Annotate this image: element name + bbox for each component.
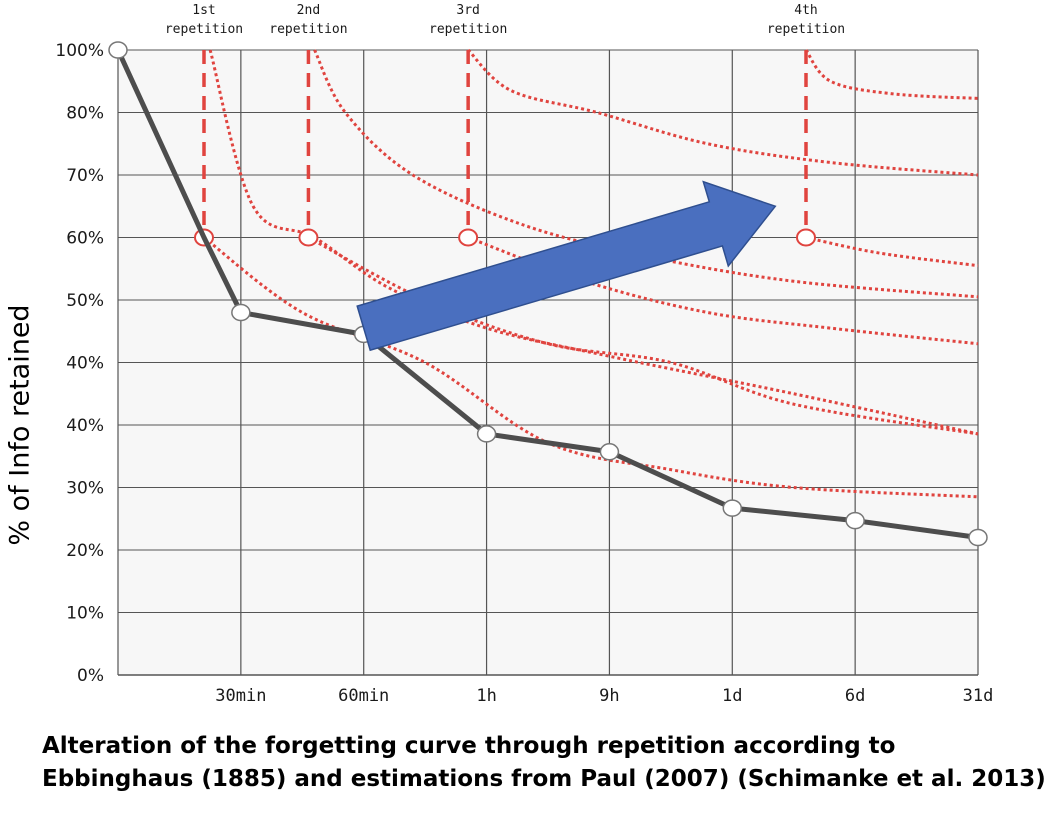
repetition-label: repetition (429, 22, 507, 37)
forgetting-curve-point (968, 528, 988, 547)
forgetting-curve-point (722, 499, 743, 517)
repetition-point (458, 228, 479, 247)
repetition-label: 2nd (297, 3, 320, 18)
y-tick-label: 20% (66, 541, 104, 561)
x-tick-label: 9h (599, 686, 619, 706)
caption-line-2: Ebbinghaus (1885) and estimations from P… (42, 766, 1046, 792)
repetition-label: 4th (794, 3, 817, 18)
repetition-point (298, 228, 319, 247)
y-tick-label: 60% (66, 229, 104, 249)
caption-line-1: Alteration of the forgetting curve throu… (42, 733, 896, 759)
repetition-upper-curve-4 (804, 49, 979, 100)
repetition-label: repetition (767, 22, 845, 37)
repetition-label: repetition (269, 22, 347, 37)
trend-arrow (356, 180, 777, 352)
forgetting-curve-point (108, 41, 128, 59)
repetition-point (796, 228, 816, 247)
y-axis-label: % of Info retained (4, 304, 36, 546)
y-tick-label: 0% (77, 666, 104, 686)
repetition-label: 3rd (456, 3, 479, 18)
x-tick-label: 1h (476, 686, 496, 706)
y-tick-label: 40% (66, 416, 104, 436)
x-tick-label: 60min (338, 686, 389, 706)
y-tick-label: 50% (66, 291, 104, 311)
y-tick-label: 30% (66, 479, 104, 499)
forgetting-curve-point (845, 511, 865, 530)
forgetting-curve-chart: 0% 10% 20% 30% 40% 40% 50% 60% 70% 80% 100% 30min 60… (55, 3, 994, 706)
y-tick-label: 10% (66, 604, 104, 624)
y-tick-label: 100% (55, 41, 104, 61)
forgetting-curve-point (599, 443, 620, 461)
forgetting-curve-point (476, 425, 497, 443)
repetition-curve-4 (805, 236, 979, 268)
x-tick-label: 30min (215, 686, 266, 706)
x-tick-label: 1d (722, 686, 742, 706)
y-tick-label: 70% (66, 166, 104, 186)
forgetting-curve-point (231, 303, 251, 322)
repetition-upper-curve-3 (467, 48, 979, 177)
repetition-upper-curve-2 (313, 49, 979, 299)
y-tick-label: 80% (66, 104, 104, 124)
x-tick-label: 31d (963, 686, 994, 706)
repetition-label: 1st (192, 3, 215, 18)
x-tick-label: 6d (845, 686, 865, 706)
repetition-label: repetition (165, 22, 243, 37)
y-tick-label: 40% (66, 354, 104, 374)
figure-caption: Alteration of the forgetting curve throu… (42, 730, 1052, 796)
